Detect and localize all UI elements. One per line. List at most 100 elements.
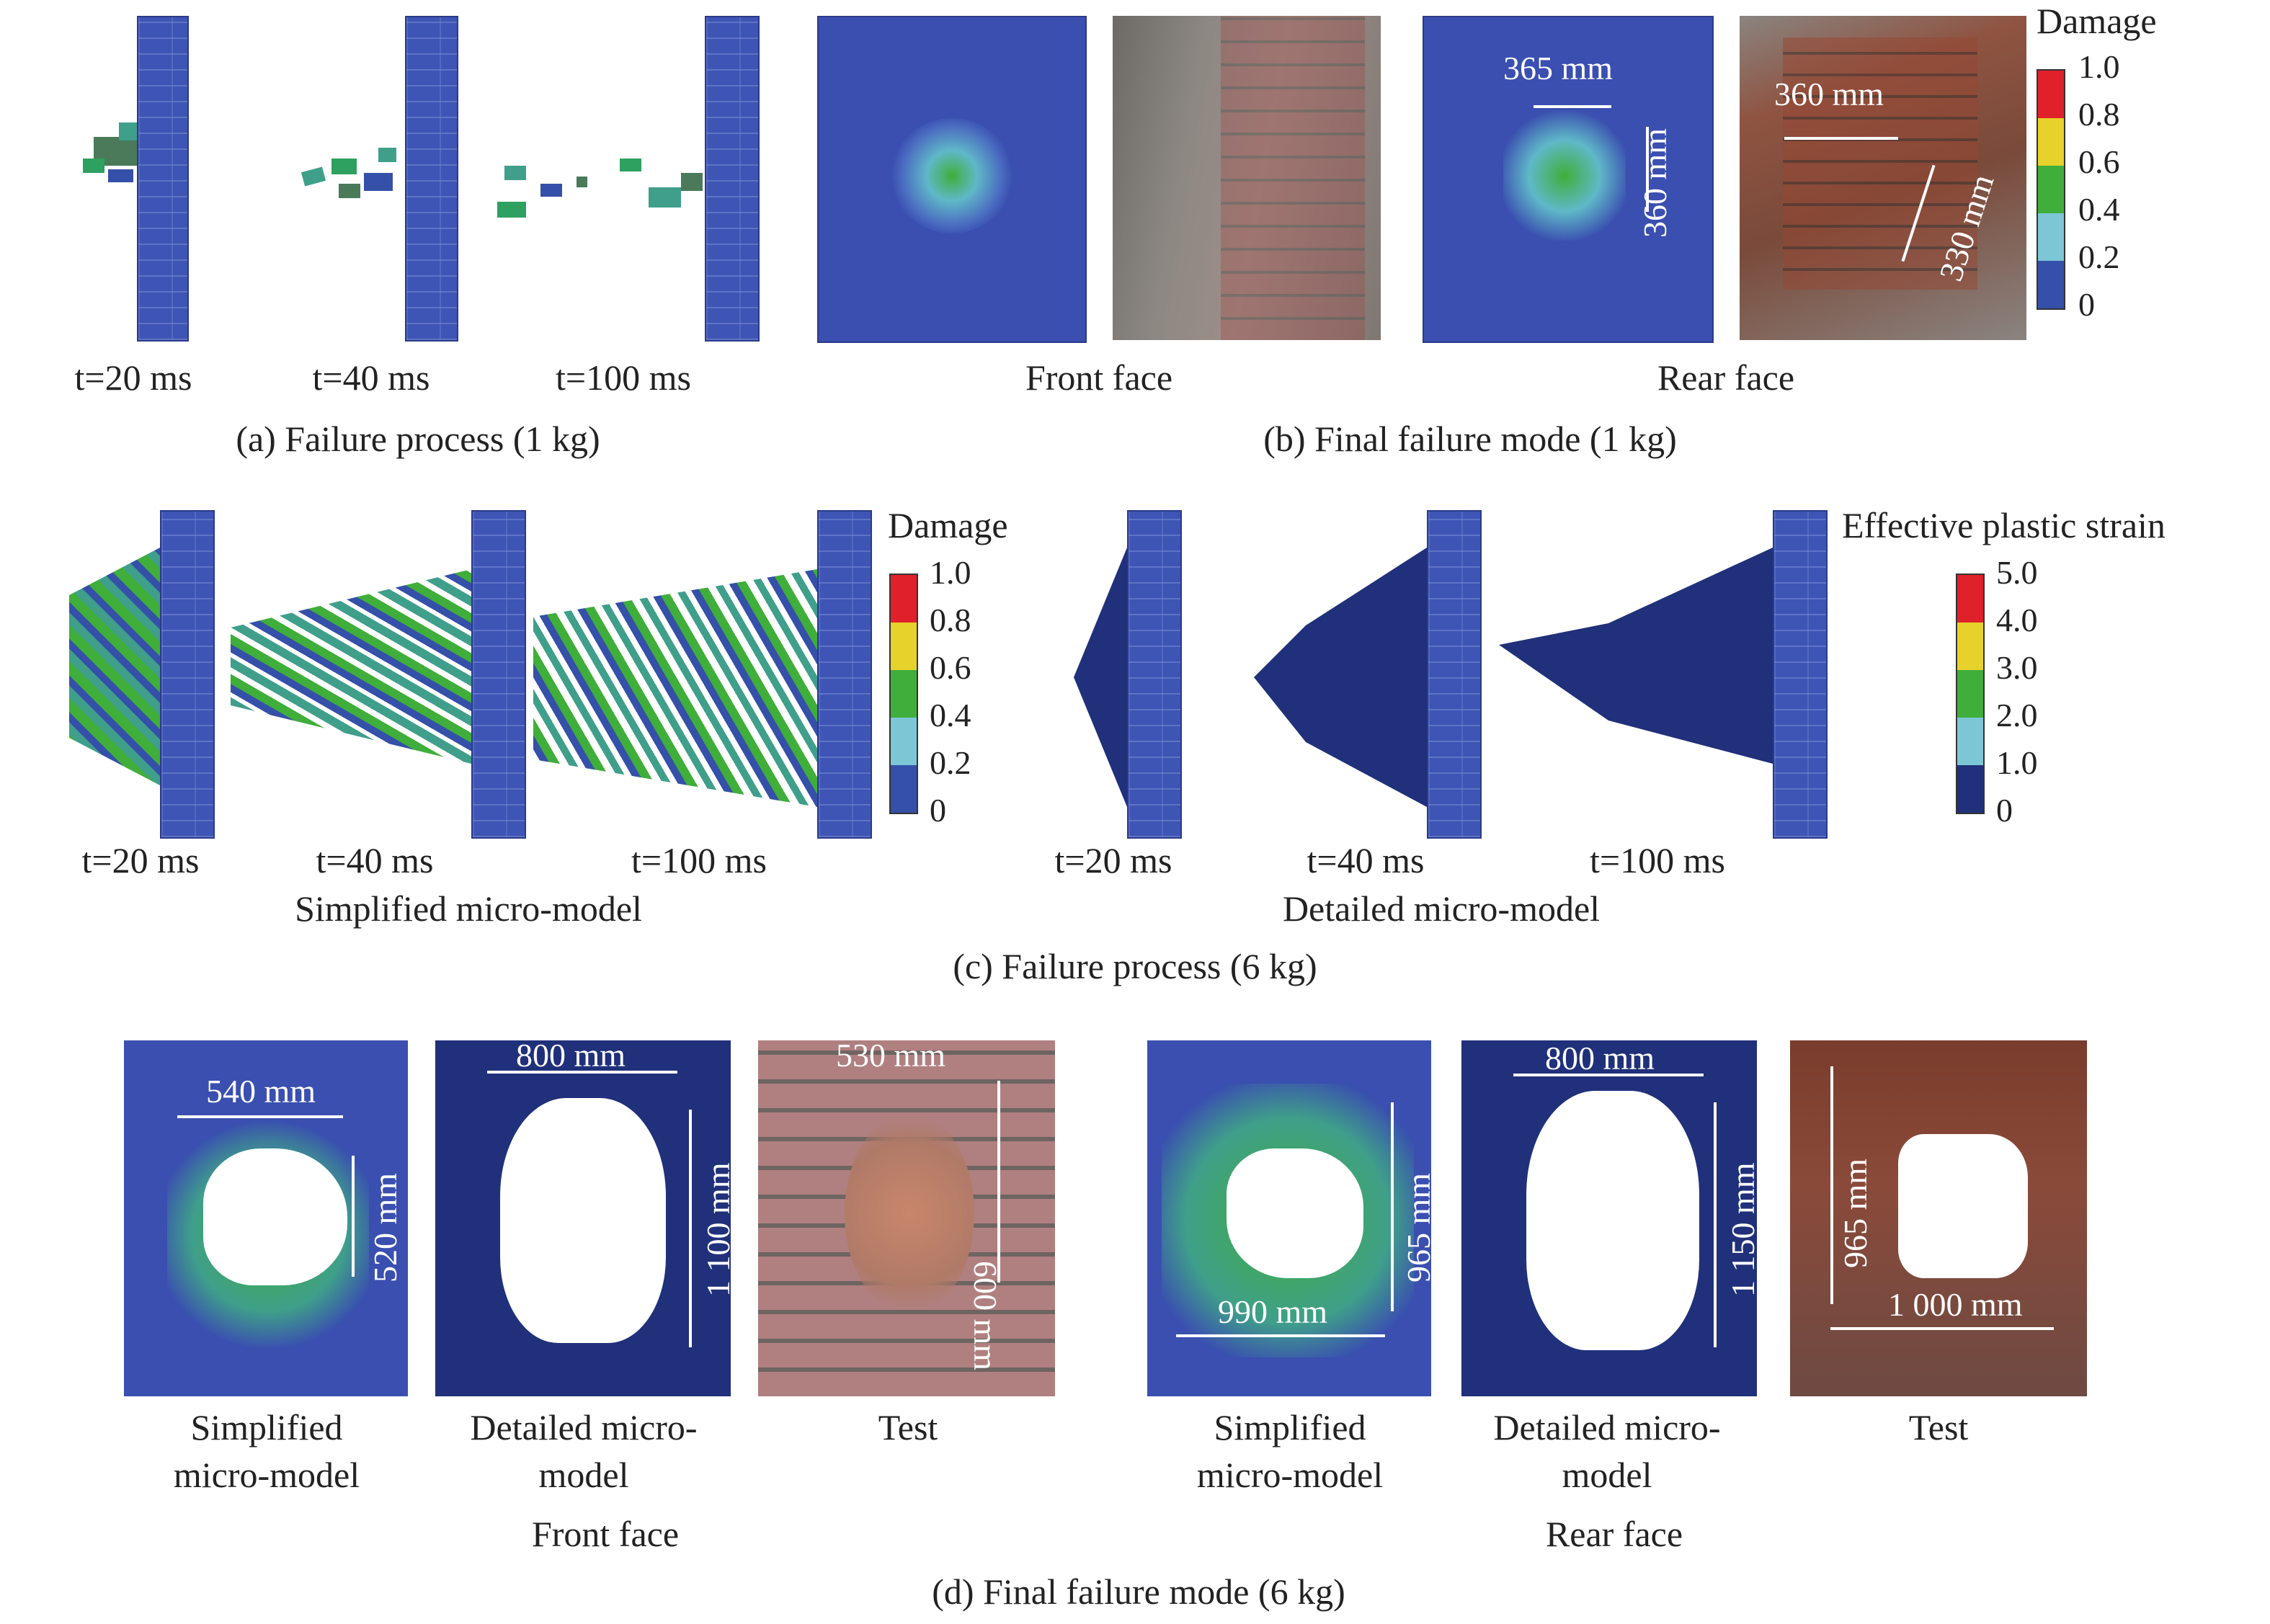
d-rear-label-1b: micro-model — [1196, 1455, 1384, 1495]
cb-b-tick-1: 1.0 — [2078, 48, 2120, 85]
cb-c-damage-tick-2: 0.8 — [930, 602, 971, 638]
photo-rear-face-1kg — [1740, 16, 2026, 340]
d-rear-label-2a: Detailed micro- — [1493, 1407, 1721, 1447]
d-arrow-1000 — [1830, 1327, 2054, 1330]
simplified-wall-t20 — [160, 510, 215, 839]
dim-arrow-365 — [1534, 105, 1611, 108]
d-arrow-520 — [352, 1156, 355, 1277]
d-rear-label-1a: Simplified — [1214, 1407, 1366, 1447]
cb-c-strain-tick-6: 0 — [1996, 792, 2013, 829]
d-dim-520: 520 mm — [367, 1172, 404, 1282]
cb-c-strain-tick-1: 5.0 — [1996, 554, 2038, 591]
dim-360mm-vertical: 360 mm — [1637, 128, 1673, 238]
label-simplified-micro-model-c: Simplified micro-model — [295, 888, 642, 929]
label-detailed-micro-model-c: Detailed micro-model — [1282, 888, 1601, 929]
detailed-wall-t40 — [1427, 510, 1482, 839]
dim-365mm: 365 mm — [1503, 50, 1614, 86]
detailed-wall-t20 — [1127, 510, 1182, 839]
detailed-debris-t20 — [1074, 548, 1127, 807]
d-dim-1150: 1 150 mm — [1724, 1162, 1761, 1297]
cb-c-damage-tick-4: 0.4 — [930, 697, 971, 733]
cb-c-strain-tick-5: 1.0 — [1996, 744, 2038, 781]
cb-c-damage-tick-1: 1.0 — [930, 554, 971, 591]
d-arrow-600 — [997, 1081, 1000, 1282]
d-dim-540: 540 mm — [206, 1073, 316, 1110]
simplified-wall-t100 — [817, 510, 872, 839]
d-arrow-800-rear — [1513, 1074, 1704, 1076]
cb-b-tick-2: 0.8 — [2078, 96, 2120, 133]
strain-colorbar-c — [1956, 574, 1985, 814]
dim-arrow-360v — [1646, 127, 1649, 212]
damage-colorbar-b — [2037, 69, 2065, 310]
d-arrow-800-front — [487, 1071, 677, 1074]
cb-b-tick-6: 0 — [2078, 286, 2095, 323]
time-label-t20: t=20 ms — [74, 357, 192, 398]
c-detailed-t20: t=20 ms — [1054, 840, 1172, 880]
d-dim-990: 990 mm — [1218, 1293, 1328, 1330]
fe-wall-t100-1kg — [705, 16, 760, 342]
debris-t40-1kg — [301, 148, 396, 198]
c-simplified-t40: t=40 ms — [316, 840, 434, 880]
d-front-label-2b: model — [538, 1455, 629, 1495]
c-detailed-t100: t=100 ms — [1590, 840, 1725, 880]
detailed-debris-t100 — [1499, 548, 1773, 764]
c-detailed-t40: t=40 ms — [1307, 840, 1425, 880]
caption-d: (d) Final failure mode (6 kg) — [932, 1571, 1345, 1612]
c-simplified-t20: t=20 ms — [81, 840, 200, 880]
cb-c-strain-tick-2: 4.0 — [1996, 602, 2038, 638]
detailed-wall-t100 — [1773, 510, 1828, 839]
d-dim-800-front: 800 mm — [516, 1037, 626, 1074]
dim-arrow-360h — [1784, 137, 1898, 140]
d-dim-1100: 1 100 mm — [700, 1162, 736, 1297]
d-rear-group-label: Rear face — [1545, 1514, 1683, 1554]
d-front-label-1a: Simplified — [190, 1407, 343, 1447]
cb-b-tick-5: 0.2 — [2078, 238, 2120, 275]
time-label-t40: t=40 ms — [312, 357, 430, 398]
cb-b-tick-3: 0.6 — [2078, 143, 2120, 180]
fe-rear-face-1kg — [1423, 16, 1714, 343]
colorbar-b-title: Damage — [2037, 1, 2157, 41]
d-front-label-1b: micro-model — [173, 1455, 360, 1495]
d-arrow-965a — [1391, 1102, 1394, 1311]
label-front-face-1kg: Front face — [1025, 357, 1173, 398]
fe-wall-t40-1kg — [405, 16, 458, 342]
debris-t100-1kg — [497, 159, 703, 218]
d-front-simplified — [124, 1040, 408, 1396]
d-arrow-965b — [1830, 1066, 1833, 1304]
simplified-debris-t100 — [533, 569, 817, 807]
d-front-detailed — [435, 1040, 731, 1396]
cb-c-strain-tick-4: 2.0 — [1996, 697, 2038, 733]
d-dim-600: 600 mm — [967, 1261, 1004, 1371]
colorbar-c-strain-title: Effective plastic strain — [1842, 505, 2166, 545]
simplified-debris-t20 — [69, 548, 160, 785]
simplified-debris-t40 — [231, 569, 471, 764]
caption-a: (a) Failure process (1 kg) — [236, 419, 600, 459]
d-arrow-1100 — [689, 1110, 692, 1347]
d-arrow-1150 — [1714, 1102, 1717, 1347]
fe-front-face-1kg — [817, 16, 1087, 343]
d-front-test-photo — [758, 1040, 1055, 1396]
debris-t20-1kg — [83, 122, 137, 182]
photo-front-face-1kg — [1113, 16, 1381, 340]
cb-c-strain-tick-3: 3.0 — [1996, 649, 2038, 686]
d-rear-label-3: Test — [1908, 1407, 1969, 1447]
d-rear-simplified — [1147, 1040, 1431, 1396]
d-front-label-2a: Detailed micro- — [470, 1407, 698, 1447]
d-dim-1000: 1 000 mm — [1888, 1286, 2023, 1323]
d-dim-965b: 965 mm — [1837, 1158, 1874, 1268]
d-rear-detailed — [1461, 1040, 1757, 1396]
d-dim-530: 530 mm — [836, 1037, 946, 1074]
cb-c-damage-tick-6: 0 — [930, 792, 946, 829]
simplified-wall-t40 — [471, 510, 526, 839]
d-front-label-3: Test — [878, 1407, 938, 1447]
d-arrow-540 — [177, 1115, 343, 1118]
cb-c-damage-tick-3: 0.6 — [930, 649, 971, 686]
fe-wall-t20-1kg — [137, 16, 189, 342]
cb-b-tick-4: 0.4 — [2078, 191, 2120, 228]
d-dim-800-rear: 800 mm — [1545, 1040, 1655, 1076]
d-dim-965a: 965 mm — [1400, 1172, 1437, 1282]
d-rear-test-photo — [1790, 1040, 2087, 1396]
caption-b: (b) Final failure mode (1 kg) — [1263, 419, 1677, 459]
dim-360mm-horizontal: 360 mm — [1774, 76, 1884, 112]
detailed-debris-t40 — [1254, 548, 1427, 807]
